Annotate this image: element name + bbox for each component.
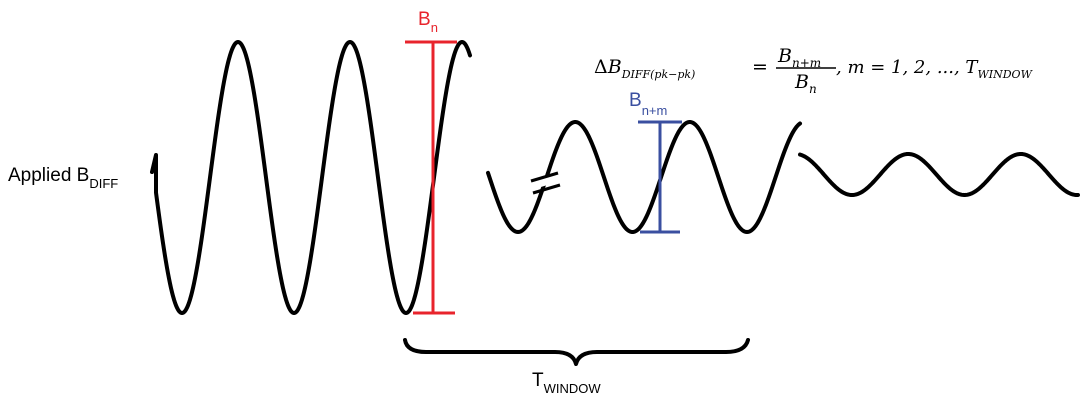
- eq-tail: , m = 1, 2, ..., TWINDOW: [836, 57, 1034, 81]
- eq-denominator: Bn: [794, 71, 817, 96]
- medium-amplitude-wave: [486, 120, 802, 234]
- eq-tail-main: , m = 1, 2, ..., T: [836, 57, 979, 78]
- eq-num-main: B: [777, 45, 792, 67]
- eq-lhs-main: B: [607, 56, 622, 78]
- eq-delta: Δ: [594, 56, 608, 78]
- bnm-label: Bn+m: [629, 90, 667, 118]
- applied-main: Applied B: [8, 165, 89, 186]
- break-mark: [528, 171, 561, 195]
- ratio-equation: ΔBDIFF(pk−pk) = Bn+m Bn , m = 1, 2, ...,…: [594, 45, 1034, 96]
- eq-numerator: Bn+m: [777, 45, 821, 70]
- bn-label: Bn: [418, 9, 438, 35]
- t-window-label: TWINDOW: [532, 370, 601, 396]
- twindow-sub: WINDOW: [544, 381, 602, 396]
- large-amplitude-wave: [150, 40, 472, 315]
- eq-tail-sub: WINDOW: [977, 68, 1033, 81]
- break-line-upper: [530, 171, 559, 183]
- eq-den-sub: n: [809, 82, 817, 96]
- bn-main: B: [418, 9, 431, 30]
- bn-sub: n: [431, 20, 438, 35]
- eq-lhs-sub: DIFF(pk−pk): [621, 68, 696, 81]
- equation-lhs: ΔBDIFF(pk−pk): [594, 56, 695, 81]
- bnm-amplitude-marker: [638, 120, 682, 234]
- applied-bdiff-label: Applied BDIFF: [8, 165, 118, 191]
- applied-sub: DIFF: [89, 176, 118, 191]
- bnm-main: B: [629, 90, 642, 111]
- eq-equals: =: [752, 56, 768, 78]
- small-amplitude-wave: [798, 152, 1080, 197]
- twindow-main: T: [532, 370, 544, 391]
- break-line-lower: [532, 183, 561, 195]
- bnm-sub: n+m: [642, 103, 668, 118]
- eq-den-main: B: [794, 71, 809, 93]
- bn-amplitude-marker: [405, 40, 457, 315]
- t-window-brace: [403, 338, 750, 366]
- eq-num-sub: n+m: [792, 56, 821, 70]
